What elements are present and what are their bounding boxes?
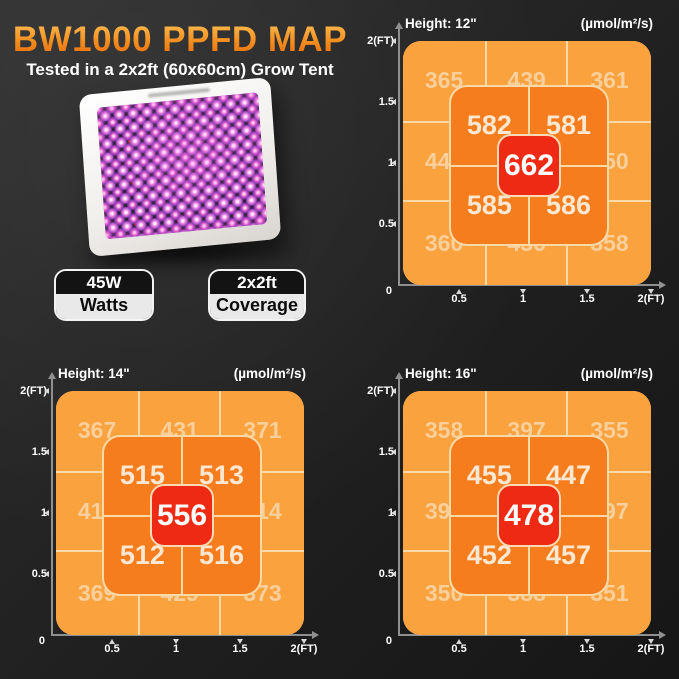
x-tick-label: 0.5 bbox=[451, 293, 467, 305]
x-axis bbox=[398, 281, 666, 289]
x-tick-label: 2(FT) bbox=[637, 643, 665, 655]
y-tick-label: 2(FT) bbox=[20, 385, 47, 397]
x-tick-mark bbox=[648, 639, 654, 644]
y-axis bbox=[48, 372, 56, 636]
ppfd-center-cell: 662 bbox=[497, 134, 561, 198]
x-tick-mark bbox=[584, 289, 591, 294]
y-tick-label: 1.5 bbox=[378, 96, 394, 108]
chart-unit-label: (µmol/m²/s) bbox=[580, 366, 653, 381]
grow-light-brand-mark bbox=[147, 87, 210, 98]
y-tick-label: 1 bbox=[387, 507, 394, 519]
x-tick-mark bbox=[237, 639, 244, 644]
ppfd-heatmap: 367 431 371 412 414 369 429 373 515 513 … bbox=[56, 391, 307, 644]
ppfd-center-cell: 556 bbox=[150, 484, 214, 548]
ppfd-chart-height-14: Height: 14" (µmol/m²/s) 2(FT) 1.5 1 0.5 … bbox=[14, 366, 326, 661]
x-tick-label: 1.5 bbox=[579, 643, 595, 655]
x-tick-label: 1 bbox=[172, 643, 180, 655]
y-tick-mark bbox=[391, 221, 396, 227]
y-tick-mark bbox=[44, 388, 49, 394]
ppfd-chart-height-16: Height: 16" (µmol/m²/s) 2(FT) 1.5 1 0.5 … bbox=[361, 366, 673, 661]
y-axis-arrow-icon bbox=[395, 22, 403, 29]
y-axis-arrow-icon bbox=[48, 372, 56, 379]
watts-badge: 45W Watts bbox=[54, 269, 154, 321]
watts-value: 45W bbox=[56, 271, 152, 294]
x-tick-label: 1 bbox=[519, 643, 527, 655]
y-axis-arrow-icon bbox=[395, 372, 403, 379]
ppfd-cell: 586 bbox=[529, 166, 608, 245]
coverage-badge: 2x2ft Coverage bbox=[208, 269, 306, 321]
x-axis bbox=[51, 631, 319, 639]
x-tick-label: 0.5 bbox=[104, 643, 120, 655]
ppfd-heatmap: 358 397 355 398 397 350 388 351 455 447 … bbox=[403, 391, 654, 644]
ppfd-chart-height-12: Height: 12" (µmol/m²/s) 2(FT) 1.5 1 0.5 … bbox=[361, 16, 673, 311]
y-tick-label: 2(FT) bbox=[367, 385, 394, 397]
y-tick-label: 2(FT) bbox=[367, 35, 394, 47]
chart-unit-label: (µmol/m²/s) bbox=[233, 366, 306, 381]
x-tick-label: 1.5 bbox=[579, 293, 595, 305]
y-tick-mark bbox=[391, 38, 396, 44]
x-tick-mark bbox=[456, 289, 463, 294]
y-axis bbox=[395, 22, 403, 286]
inner-ring: 582 581 585 586 bbox=[448, 84, 610, 247]
x-axis-arrow-icon bbox=[659, 631, 666, 639]
x-tick-mark bbox=[456, 639, 463, 644]
x-tick-mark bbox=[520, 289, 527, 294]
x-tick-label: 2(FT) bbox=[637, 293, 665, 305]
x-tick-label: 1 bbox=[519, 293, 527, 305]
y-tick-mark bbox=[44, 571, 49, 577]
origin-label: 0 bbox=[385, 285, 392, 297]
coverage-label: Coverage bbox=[210, 294, 304, 319]
x-axis-arrow-icon bbox=[312, 631, 319, 639]
y-tick-label: 0.5 bbox=[378, 568, 394, 580]
chart-title: Height: 12" bbox=[405, 16, 477, 31]
y-tick-label: 1.5 bbox=[378, 446, 394, 458]
y-tick-mark bbox=[391, 99, 396, 105]
watts-label: Watts bbox=[56, 294, 152, 319]
y-tick-label: 1 bbox=[40, 507, 47, 519]
x-tick-mark bbox=[301, 639, 307, 644]
y-tick-mark bbox=[44, 449, 49, 455]
chart-title: Height: 16" bbox=[405, 366, 477, 381]
spec-badges: 45W Watts 2x2ft Coverage bbox=[0, 269, 360, 321]
origin-label: 0 bbox=[38, 635, 45, 647]
y-tick-mark bbox=[391, 571, 396, 577]
ppfd-cell: 367 bbox=[56, 391, 139, 471]
y-tick-mark bbox=[391, 160, 396, 166]
x-tick-mark bbox=[648, 289, 654, 294]
y-tick-label: 1.5 bbox=[31, 446, 47, 458]
x-tick-label: 0.5 bbox=[451, 643, 467, 655]
x-tick-mark bbox=[173, 639, 180, 644]
ppfd-heatmap: 365 439 361 448 450 360 436 358 582 581 … bbox=[403, 41, 654, 294]
y-tick-mark bbox=[391, 449, 396, 455]
x-axis-arrow-icon bbox=[659, 281, 666, 289]
y-tick-mark bbox=[391, 388, 396, 394]
coverage-value: 2x2ft bbox=[210, 271, 304, 294]
x-tick-mark bbox=[584, 639, 591, 644]
x-tick-label: 1.5 bbox=[232, 643, 248, 655]
grow-light-frame bbox=[78, 76, 282, 258]
page-title: BW1000 PPFD MAP bbox=[0, 20, 360, 60]
page-subtitle: Tested in a 2x2ft (60x60cm) Grow Tent bbox=[26, 60, 334, 79]
x-tick-mark bbox=[109, 639, 116, 644]
y-tick-label: 0.5 bbox=[378, 218, 394, 230]
y-tick-mark bbox=[44, 510, 49, 516]
y-tick-label: 1 bbox=[387, 157, 394, 169]
x-tick-mark bbox=[520, 639, 527, 644]
chart-title: Height: 14" bbox=[58, 366, 130, 381]
y-tick-mark bbox=[391, 510, 396, 516]
y-tick-label: 0.5 bbox=[31, 568, 47, 580]
chart-unit-label: (µmol/m²/s) bbox=[580, 16, 653, 31]
ppfd-center-cell: 478 bbox=[497, 484, 561, 548]
x-axis bbox=[398, 631, 666, 639]
x-tick-label: 2(FT) bbox=[290, 643, 318, 655]
grow-light-led-panel bbox=[96, 92, 268, 240]
grow-light-image bbox=[78, 76, 282, 258]
origin-label: 0 bbox=[385, 635, 392, 647]
y-axis bbox=[395, 372, 403, 636]
ppfd-cell: 457 bbox=[529, 516, 608, 595]
